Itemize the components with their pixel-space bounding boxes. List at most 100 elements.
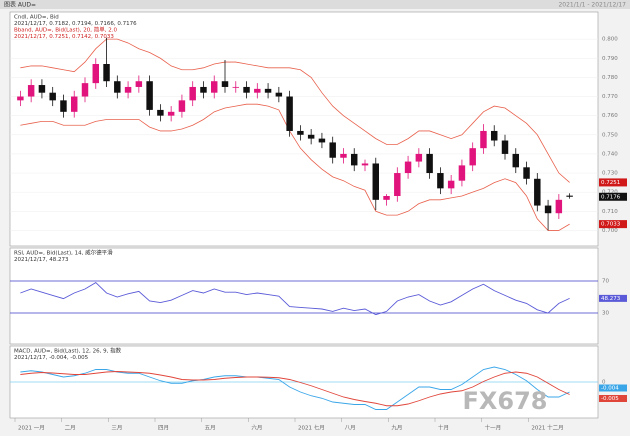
y-tick-label: 0	[602, 380, 606, 386]
candle-body	[264, 88, 272, 93]
last-value-label: -0.004	[601, 386, 619, 392]
legend-text: 2021/12/17, 0.7182, 0.7194, 0.7166, 0.71…	[14, 21, 137, 27]
bollinger-band	[20, 103, 570, 231]
candle-body	[167, 111, 175, 116]
y-tick-label: 30	[602, 311, 609, 317]
candle-body	[361, 163, 369, 166]
candle-body	[329, 142, 336, 158]
y-tick-label: 0.710	[602, 209, 618, 215]
indicator-line	[20, 371, 570, 407]
candle-body	[157, 109, 164, 116]
candle-body	[458, 165, 466, 181]
indicator-line	[20, 366, 570, 410]
header-title: 图表 AUD=	[4, 1, 36, 9]
x-tick-label: 五月	[205, 425, 216, 432]
candle-body	[544, 205, 552, 214]
candle-body	[38, 85, 46, 93]
last-value-label: 48.273	[601, 296, 621, 302]
last-value-box	[599, 294, 627, 302]
candle-body	[555, 199, 563, 214]
last-value-label: -0.005	[601, 396, 619, 402]
candle-body	[286, 96, 293, 131]
x-tick-label: 2021 七月	[298, 424, 325, 432]
y-tick-label: 0.760	[602, 113, 618, 119]
candle-body	[469, 148, 476, 166]
last-value-label: 0.7176	[601, 194, 621, 200]
candle-body	[437, 173, 444, 189]
candle-body	[81, 83, 89, 97]
last-value-box	[599, 395, 627, 402]
candle-body	[92, 64, 99, 84]
last-value-box	[599, 178, 627, 187]
y-tick-label: 0.700	[602, 228, 618, 234]
watermark: FX678	[463, 387, 548, 415]
candle-body	[103, 64, 110, 82]
candle-body	[221, 81, 229, 87]
candle-body	[404, 161, 412, 174]
x-tick-label: 二月	[65, 425, 76, 432]
x-tick-label: 三月	[111, 425, 122, 432]
candle-body	[275, 92, 283, 97]
candle-body	[394, 173, 401, 196]
last-value-box	[599, 384, 627, 392]
y-tick-label: 0.770	[602, 94, 618, 100]
candle-body	[383, 196, 390, 200]
candle-body	[27, 85, 35, 97]
y-tick-label: 0.780	[602, 75, 618, 81]
candle-body	[189, 86, 196, 101]
candle-body	[501, 140, 509, 154]
candle-body	[243, 86, 250, 93]
header-bar	[0, 0, 630, 9]
x-tick-label: 十一月	[485, 424, 502, 432]
legend-text: 2021/12/17, 0.7251, 0.7142, 0.7033	[14, 34, 114, 40]
price-panel	[9, 11, 599, 247]
rsi-panel	[9, 247, 599, 345]
candle-body	[232, 86, 239, 88]
x-tick-label: 四月	[158, 425, 169, 432]
candle-body	[146, 81, 153, 110]
candle-body	[17, 96, 24, 101]
candle-body	[297, 130, 304, 135]
candle-body	[523, 167, 530, 179]
candle-body	[200, 86, 207, 93]
last-value-box	[599, 220, 627, 229]
candle-body	[372, 163, 379, 200]
candle-body	[318, 138, 326, 143]
y-tick-label: 70	[602, 279, 609, 285]
x-tick-label: 2021 一月	[18, 425, 45, 432]
candle-body	[71, 96, 78, 112]
x-tick-label: 八月	[345, 425, 356, 432]
legend-text: MACD, AUD=, Bid(Last), 12, 26, 9, 指数	[14, 347, 122, 355]
x-tick-label: 六月	[251, 424, 262, 432]
y-tick-label: 0.730	[602, 171, 618, 177]
candle-body	[415, 153, 423, 162]
y-tick-label: 0.740	[602, 151, 618, 157]
y-tick-label: 0.790	[602, 56, 618, 62]
candle-body	[351, 153, 358, 166]
legend-text: Bband, AUD=, Bid(Last), 20, 简单, 2.0	[14, 26, 118, 34]
legend-text: RSI, AUD=, Bid(Last), 14, 威尔德平滑	[14, 249, 113, 257]
candle-body	[426, 153, 433, 174]
candle-body	[340, 153, 347, 158]
legend-text: 2021/12/17, 48.273	[14, 257, 69, 263]
y-tick-label: 0.720	[602, 190, 618, 196]
header-range: 2021/1/1 - 2021/12/17	[558, 2, 626, 9]
x-tick-label: 2021 十二月	[531, 424, 563, 432]
candle-body	[254, 88, 261, 93]
candle-body	[114, 81, 121, 93]
candle-body	[512, 153, 519, 168]
last-value-label: 0.7033	[601, 222, 621, 228]
candle-body	[480, 130, 487, 149]
legend-text: Cndl, AUD=, Bid	[14, 15, 59, 21]
y-tick-label: 0.800	[602, 37, 618, 43]
candle-body	[49, 92, 56, 101]
candle-body	[135, 81, 143, 87]
candle-body	[178, 100, 186, 112]
candle-body	[534, 178, 541, 206]
indicator-line	[20, 282, 570, 316]
candle-body	[491, 130, 498, 141]
last-value-label: 0.7251	[601, 180, 620, 186]
candle-body	[447, 180, 455, 189]
y-tick-label: 0.750	[602, 132, 618, 138]
